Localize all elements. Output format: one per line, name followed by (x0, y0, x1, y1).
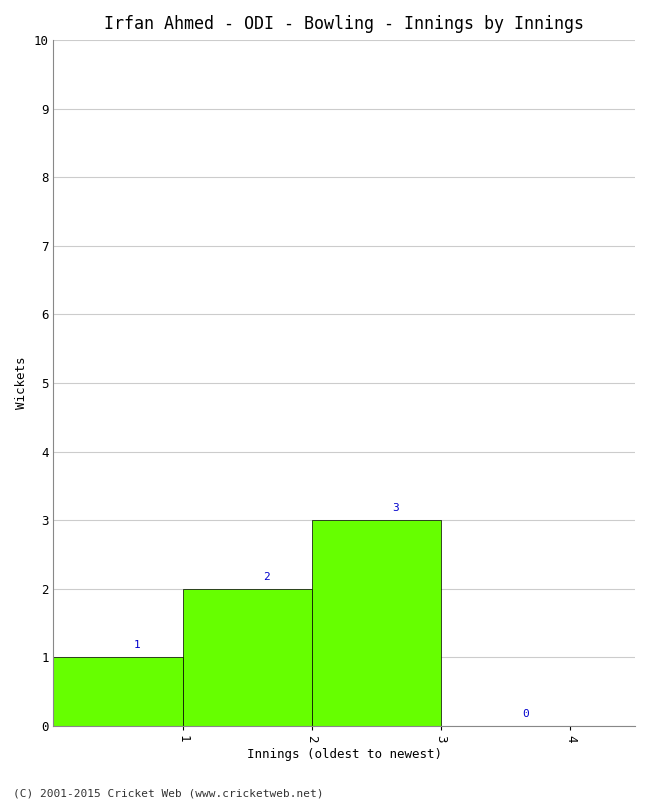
Text: 3: 3 (393, 503, 399, 514)
Text: (C) 2001-2015 Cricket Web (www.cricketweb.net): (C) 2001-2015 Cricket Web (www.cricketwe… (13, 788, 324, 798)
Y-axis label: Wickets: Wickets (15, 357, 28, 410)
Title: Irfan Ahmed - ODI - Bowling - Innings by Innings: Irfan Ahmed - ODI - Bowling - Innings by… (104, 15, 584, 33)
Text: 1: 1 (134, 641, 141, 650)
Text: 0: 0 (522, 709, 528, 719)
Text: 2: 2 (263, 572, 270, 582)
Bar (53, 658, 183, 726)
X-axis label: Innings (oldest to newest): Innings (oldest to newest) (247, 748, 442, 761)
Bar (183, 589, 312, 726)
Bar (312, 520, 441, 726)
